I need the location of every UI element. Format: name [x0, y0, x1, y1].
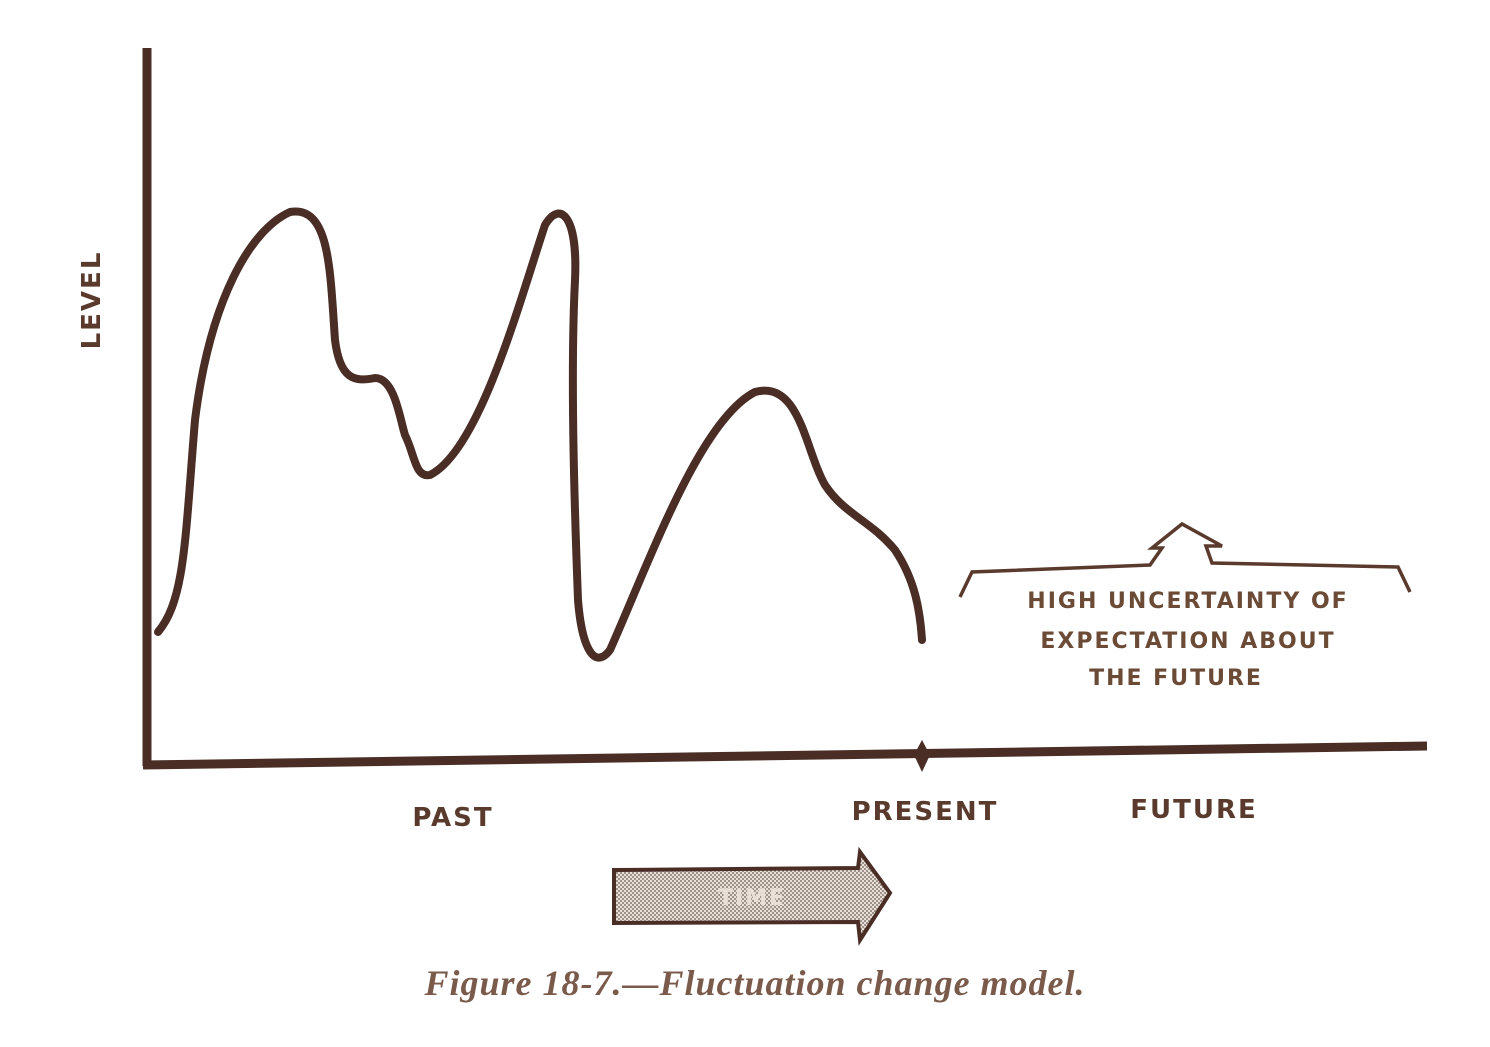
x-label: PAST [412, 803, 493, 833]
x-label: PRESENT [852, 797, 999, 827]
x-label: FUTURE [1130, 795, 1258, 825]
y-axis-label: LEVEL [77, 251, 107, 350]
x-axis [142, 741, 1428, 770]
time-label: TIME [718, 886, 786, 911]
annotation-line: EXPECTATION ABOUT [1040, 629, 1335, 654]
annotation-line: THE FUTURE [1089, 666, 1263, 691]
caption: Figure 18-7.—Fluctuation change model. [423, 963, 1085, 1003]
annotation-line: HIGH UNCERTAINTY OF [1027, 589, 1348, 614]
time-arrow [612, 846, 893, 946]
uncertainty-brace [958, 521, 1412, 598]
present-marker [914, 740, 930, 772]
fluctuation-curve [154, 207, 926, 662]
